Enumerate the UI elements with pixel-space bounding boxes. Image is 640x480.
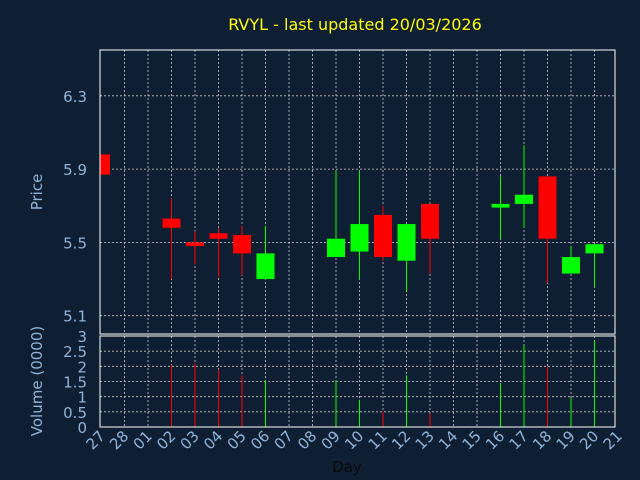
price-tick-label: 6.3 (63, 88, 87, 106)
volume-axis-label: Volume (0000) (28, 326, 46, 436)
candle-body (100, 154, 110, 175)
candle-body (350, 224, 369, 252)
volume-tick-label: 2.5 (63, 343, 87, 361)
candle-body (397, 224, 416, 261)
candle-body (327, 238, 345, 258)
price-panel-frame (99, 49, 616, 335)
volume-tick-label: 3 (77, 328, 87, 346)
volume-panel-frame (99, 335, 616, 428)
candle-body (186, 242, 204, 247)
chart-title: RVYL - last updated 20/03/2026 (228, 15, 482, 34)
x-tick-labels: 2728010203040506070809101112131415161718… (83, 427, 626, 453)
candle-body (421, 203, 439, 239)
x-axis-label: Day (332, 458, 362, 476)
candle-body (256, 253, 275, 280)
candles (100, 145, 604, 292)
price-tick-label: 5.5 (63, 234, 87, 252)
volume-tick-label: 1.5 (63, 374, 87, 392)
candle-body (491, 203, 510, 208)
candle-body (233, 235, 251, 254)
volume-tick-label: 2 (77, 358, 87, 376)
volume-tick-labels: 00.511.522.53 (63, 328, 87, 437)
candle-body (538, 176, 557, 239)
candle-body (162, 218, 181, 228)
volume-tick-label: 0 (77, 419, 87, 437)
candle-body (209, 233, 228, 239)
volume-tick-label: 1 (77, 389, 87, 407)
price-tick-label: 5.1 (63, 308, 87, 326)
candle-body (374, 214, 392, 258)
volume-tick-label: 0.5 (63, 404, 87, 422)
price-grid (100, 50, 615, 334)
price-tick-label: 5.9 (63, 161, 87, 179)
candle-body (515, 194, 533, 204)
price-axis-label: Price (28, 174, 46, 211)
price-tick-labels: 5.1 5.5 5.9 6.3 (63, 88, 87, 326)
candle-body (585, 244, 604, 254)
candle-body (562, 257, 580, 274)
volume-bars (171, 340, 595, 427)
